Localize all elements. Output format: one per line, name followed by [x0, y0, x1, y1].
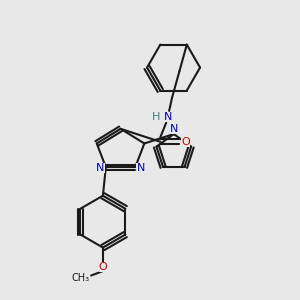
Text: O: O [181, 137, 190, 147]
Text: H: H [152, 112, 160, 122]
Text: O: O [98, 262, 107, 272]
Text: N: N [136, 163, 145, 173]
Text: N: N [96, 163, 105, 173]
Text: N: N [169, 124, 178, 134]
Text: CH₃: CH₃ [72, 274, 90, 284]
Text: N: N [164, 112, 172, 122]
